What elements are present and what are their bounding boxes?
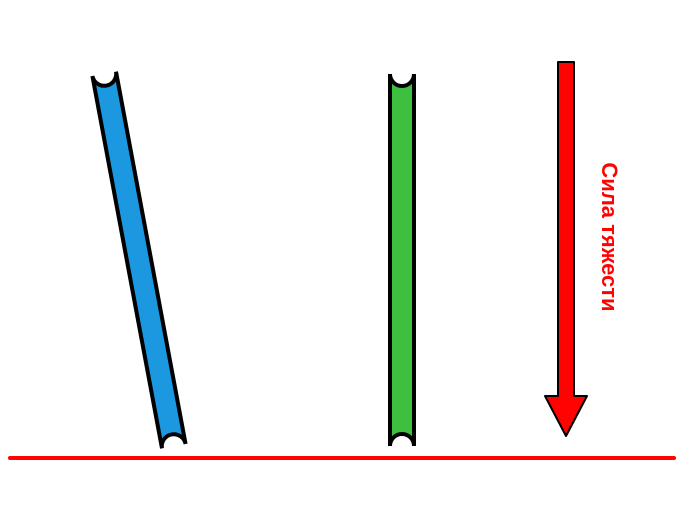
green-vertical-bar [390, 74, 414, 446]
blue-leaning-bar [92, 72, 185, 449]
gravity-arrow [545, 62, 587, 436]
gravity-label: Сила тяжести [597, 162, 622, 311]
